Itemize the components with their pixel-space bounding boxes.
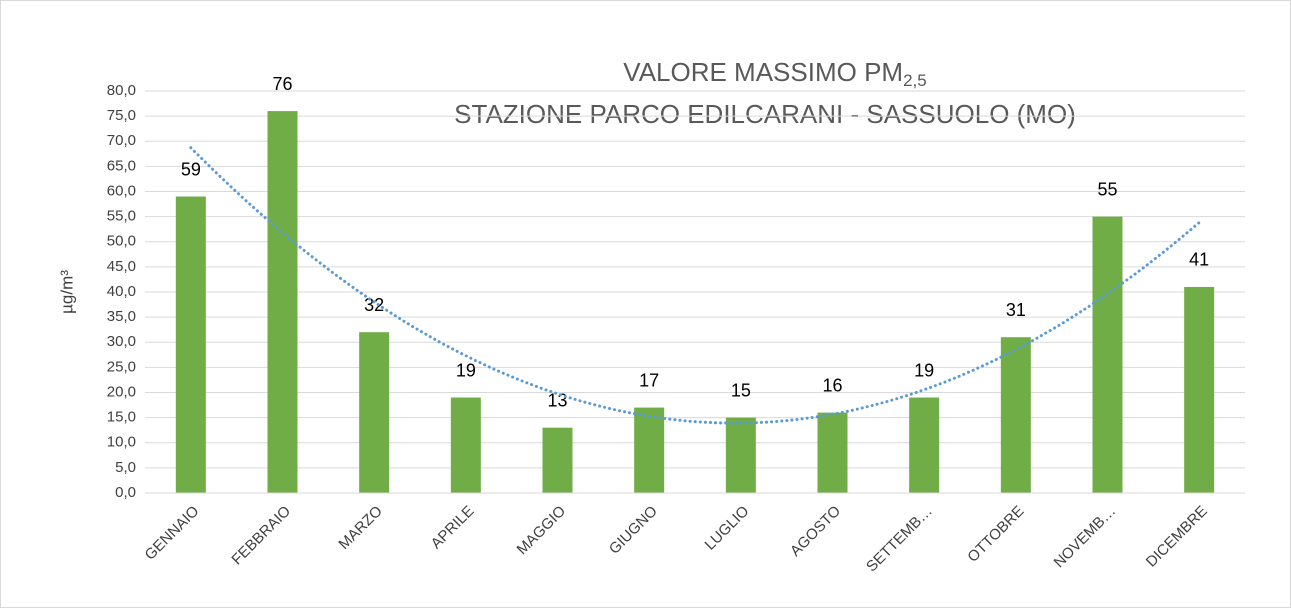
- bar: [1184, 286, 1215, 493]
- bar: [450, 397, 481, 493]
- y-tick-label: 40,0: [107, 283, 136, 300]
- y-tick-label: 50,0: [107, 233, 136, 250]
- chart-subtitle: STAZIONE PARCO EDILCARANI - SASSUOLO (MO…: [454, 99, 1076, 129]
- bar: [817, 412, 848, 493]
- y-tick-label: 60,0: [107, 182, 136, 199]
- bar: [1092, 216, 1123, 493]
- y-tick-label: 20,0: [107, 383, 136, 400]
- y-tick-label: 75,0: [107, 107, 136, 124]
- y-axis-label: µg/m³: [57, 270, 76, 314]
- trendline: [189, 146, 1201, 425]
- data-label: 41: [1189, 250, 1209, 270]
- bar: [542, 427, 573, 493]
- y-tick-label: 0,0: [115, 484, 136, 501]
- y-tick-label: 10,0: [107, 434, 136, 451]
- chart-title: VALORE MASSIMO PM2,5: [623, 57, 926, 91]
- data-label: 55: [1097, 179, 1117, 199]
- y-tick-label: 45,0: [107, 258, 136, 275]
- y-tick-label: 25,0: [107, 358, 136, 375]
- title-subscript: 2,5: [903, 71, 927, 90]
- data-label: 59: [181, 159, 201, 179]
- y-tick-label: 70,0: [107, 132, 136, 149]
- data-label: 19: [914, 360, 934, 380]
- y-tick-label: 80,0: [107, 82, 136, 99]
- data-label: 19: [456, 360, 476, 380]
- data-label: 31: [1006, 300, 1026, 320]
- data-label: 13: [547, 390, 567, 410]
- bar: [634, 407, 665, 493]
- y-tick-label: 15,0: [107, 409, 136, 426]
- bar: [909, 397, 940, 493]
- bar: [725, 417, 756, 493]
- data-label: 16: [822, 375, 842, 395]
- y-tick-label: 30,0: [107, 333, 136, 350]
- y-tick-label: 55,0: [107, 208, 136, 225]
- data-label: 76: [272, 74, 292, 94]
- y-tick-label: 35,0: [107, 308, 136, 325]
- data-label: 32: [364, 295, 384, 315]
- bar: [359, 332, 390, 493]
- data-label: 15: [731, 380, 751, 400]
- bar: [175, 196, 206, 493]
- bar: [1000, 337, 1031, 493]
- y-tick-label: 5,0: [115, 459, 136, 476]
- y-tick-label: 65,0: [107, 157, 136, 174]
- bar: [267, 111, 298, 493]
- title-main: VALORE MASSIMO PM: [623, 57, 903, 87]
- data-label: 17: [639, 370, 659, 390]
